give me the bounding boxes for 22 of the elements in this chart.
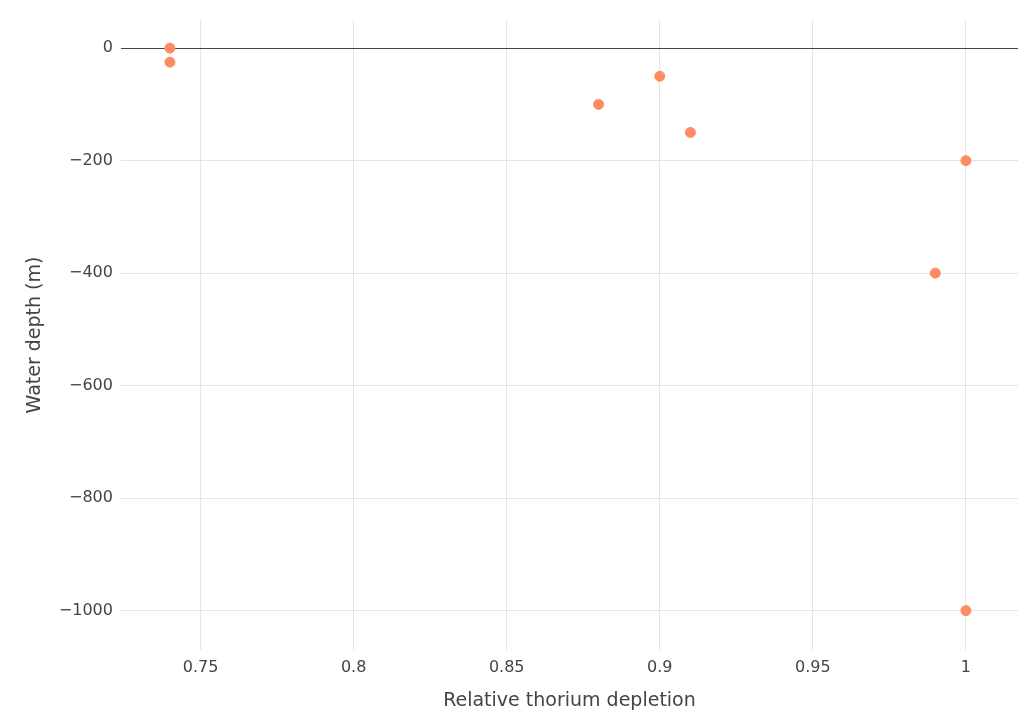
x-tick-label: 0.75 (182, 656, 219, 676)
y-tick-label: 0 (102, 37, 113, 57)
y-tick-label: −200 (68, 149, 113, 169)
y-tick-label: −400 (68, 262, 113, 282)
point (929, 267, 941, 279)
x-tick-label: 0.8 (340, 656, 367, 676)
y-tick-label: −800 (68, 487, 113, 507)
y-tick-label: −600 (68, 374, 113, 394)
x-tick-label: 0.9 (647, 656, 673, 676)
y-tick-label: −1000 (58, 599, 113, 619)
point (164, 42, 176, 54)
point (960, 155, 972, 167)
x-tick-label: 0.85 (488, 656, 525, 676)
point (164, 56, 176, 68)
x-tick-label: 0.95 (795, 656, 831, 676)
point (684, 127, 696, 138)
x-axis-title: Relative thorium depletion (443, 687, 696, 710)
point (960, 605, 972, 617)
point (593, 98, 605, 110)
x-tick-label: 1 (960, 656, 972, 676)
y-axis-title: Water depth (m) (22, 256, 45, 414)
point (654, 70, 666, 82)
